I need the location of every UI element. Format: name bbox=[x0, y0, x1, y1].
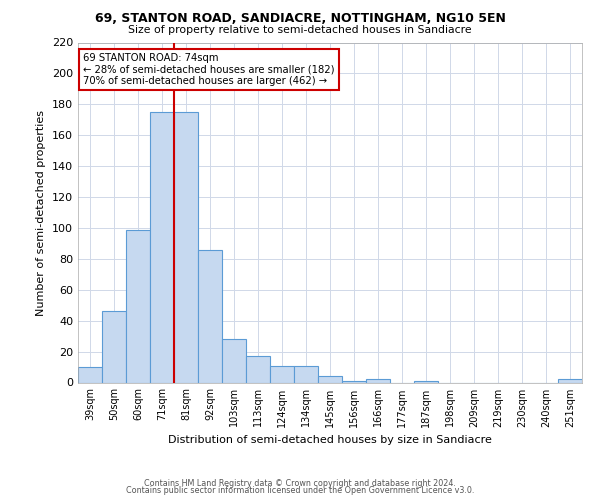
Text: Contains public sector information licensed under the Open Government Licence v3: Contains public sector information licen… bbox=[126, 486, 474, 495]
Text: 69, STANTON ROAD, SANDIACRE, NOTTINGHAM, NG10 5EN: 69, STANTON ROAD, SANDIACRE, NOTTINGHAM,… bbox=[95, 12, 505, 26]
Text: 69 STANTON ROAD: 74sqm
← 28% of semi-detached houses are smaller (182)
70% of se: 69 STANTON ROAD: 74sqm ← 28% of semi-det… bbox=[83, 52, 335, 86]
Bar bbox=[222, 339, 246, 382]
Bar bbox=[558, 380, 582, 382]
Bar bbox=[78, 367, 102, 382]
Bar bbox=[294, 366, 318, 382]
Bar bbox=[198, 250, 222, 382]
Bar bbox=[174, 112, 198, 382]
Bar bbox=[150, 112, 174, 382]
Y-axis label: Number of semi-detached properties: Number of semi-detached properties bbox=[37, 110, 46, 316]
Bar bbox=[126, 230, 150, 382]
Bar bbox=[246, 356, 270, 382]
Bar bbox=[366, 380, 390, 382]
Bar bbox=[342, 381, 366, 382]
Bar bbox=[102, 312, 126, 382]
Bar bbox=[270, 366, 294, 382]
Text: Contains HM Land Registry data © Crown copyright and database right 2024.: Contains HM Land Registry data © Crown c… bbox=[144, 478, 456, 488]
Bar bbox=[318, 376, 342, 382]
Bar bbox=[414, 381, 438, 382]
Text: Size of property relative to semi-detached houses in Sandiacre: Size of property relative to semi-detach… bbox=[128, 25, 472, 35]
X-axis label: Distribution of semi-detached houses by size in Sandiacre: Distribution of semi-detached houses by … bbox=[168, 435, 492, 445]
